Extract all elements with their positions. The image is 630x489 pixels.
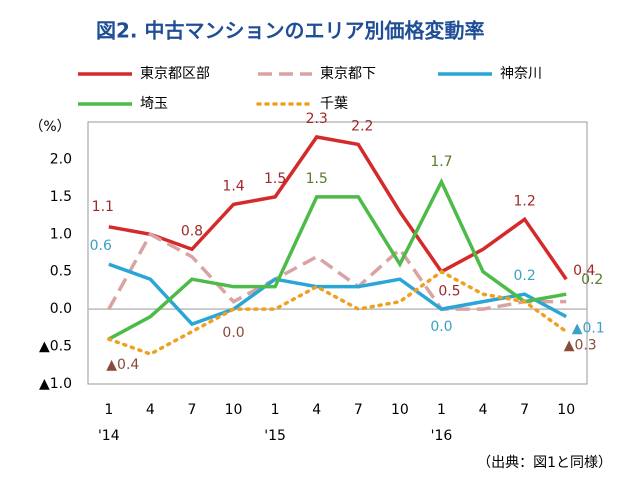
- y-tick-label: 2.0: [50, 151, 72, 167]
- data-label: 2.2: [351, 118, 373, 134]
- data-label: 0.0: [430, 319, 452, 335]
- data-label: 1.5: [306, 171, 328, 187]
- legend-label: 東京都区部: [140, 66, 210, 82]
- x-tick-label: 4: [312, 402, 321, 418]
- x-group-label: '15: [264, 428, 286, 444]
- x-tick-label: 7: [187, 402, 196, 418]
- data-label: ▲0.3: [564, 338, 597, 354]
- legend-label: 神奈川: [500, 66, 542, 82]
- series-line: [108, 262, 568, 327]
- data-label: 0.2: [513, 268, 535, 284]
- y-tick-label: ▲1.0: [39, 376, 72, 392]
- data-label: 1.7: [430, 154, 452, 170]
- y-tick-label: 0.5: [50, 264, 72, 280]
- y-unit-label: （%）: [29, 119, 70, 135]
- series-line: [107, 269, 568, 356]
- y-tick-label: 1.5: [50, 189, 72, 205]
- x-tick-label: 7: [520, 402, 529, 418]
- data-label: 0.0: [222, 325, 244, 341]
- data-label: 1.1: [92, 199, 114, 215]
- x-tick-label: 4: [146, 402, 155, 418]
- x-tick-label: 1: [437, 402, 446, 418]
- legend-label: 埼玉: [140, 96, 168, 112]
- plot-frame: [87, 121, 588, 385]
- x-tick-label: 4: [479, 402, 488, 418]
- y-tick-label: ▲0.5: [39, 339, 72, 355]
- source-note: （出典：図1と同様）: [477, 455, 612, 471]
- x-tick-label: 10: [225, 402, 243, 418]
- series-line: [108, 135, 568, 281]
- chart-title: 図2. 中古マンションのエリア別価格変動率: [96, 19, 484, 43]
- series-line: [107, 177, 567, 341]
- data-label: 1.2: [513, 193, 535, 209]
- data-label: ▲0.4: [106, 357, 139, 373]
- y-tick-label: 0.0: [50, 301, 72, 317]
- data-label: 0.2: [581, 272, 603, 288]
- data-label: 0.6: [90, 238, 112, 254]
- x-tick-label: 1: [104, 402, 113, 418]
- data-label: 1.5: [264, 171, 286, 187]
- data-label: 2.3: [306, 111, 328, 127]
- legend-label: 千葉: [320, 96, 348, 112]
- data-label: 0.8: [181, 223, 203, 239]
- x-tick-label: 10: [557, 402, 575, 418]
- legend-label: 東京都下: [320, 66, 376, 82]
- x-tick-label: 10: [391, 402, 409, 418]
- x-group-label: '14: [98, 428, 120, 444]
- y-tick-label: 1.0: [50, 226, 72, 242]
- x-tick-label: 7: [354, 402, 363, 418]
- data-label: ▲0.1: [572, 321, 605, 337]
- series-line: [107, 231, 567, 311]
- x-tick-label: 1: [271, 402, 280, 418]
- data-label: 1.4: [222, 178, 244, 194]
- data-label: 0.5: [438, 284, 460, 300]
- data-label: 0.4: [573, 263, 595, 279]
- x-group-label: '16: [431, 428, 453, 444]
